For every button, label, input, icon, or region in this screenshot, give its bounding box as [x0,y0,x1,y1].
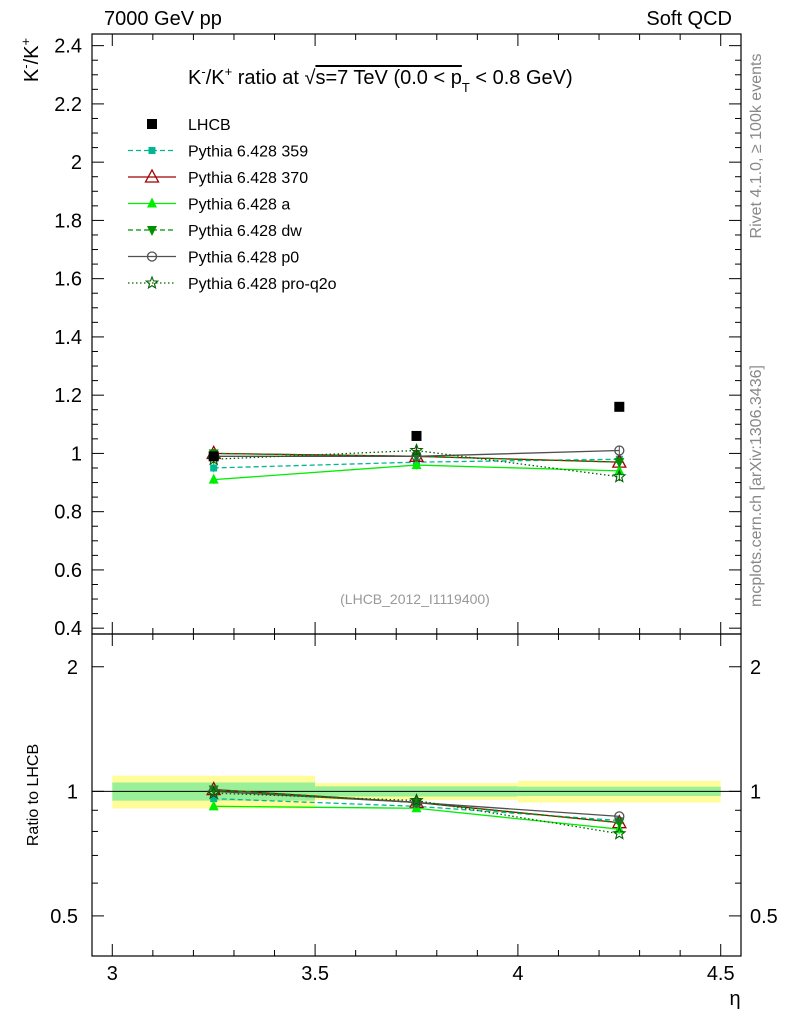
legend-marker [147,226,157,236]
x-tick-label: 4 [512,963,523,985]
legend-marker [148,147,156,154]
series-point [210,464,218,472]
ratio-y-axis-ticks [92,666,741,917]
legend-marker [147,119,157,129]
ratio-panel-frame [91,633,742,957]
x-axis-label: η [729,988,740,1010]
legend: LHCB Pythia 6.428 359 Pythia 6.428 370 Pyth… [128,117,337,293]
series-5 [206,442,627,840]
legend-label: Pythia 6.428 p0 [188,250,299,267]
legend-label: Pythia 6.428 370 [188,170,308,187]
y-tick-label: 2.2 [54,94,82,116]
chart-title: K-/K+ ratio at √s=7 TeV (0.0 < pT < 0.8 … [188,64,573,95]
y-tick-label: 2 [71,152,82,174]
legend-marker [147,197,157,208]
y-axis-label-part: + [18,38,33,46]
mcplots-label: mcplots.cern.ch [arXiv:1306.3436] [748,365,765,607]
series-0 [210,454,623,825]
ratio-y-tick-label: 2 [67,657,78,679]
series-point [411,459,422,470]
y-tick-label: 2.4 [54,36,82,58]
series-point [409,442,424,457]
data-series [208,401,625,462]
legend-marker [146,251,158,262]
ratio-y-axis-label: Ratio to LHCB [25,744,42,846]
legend-label: Pythia 6.428 359 [188,144,308,161]
y-tick-label: 0.8 [54,502,82,524]
data-point [208,451,219,462]
series-point [614,445,625,456]
data-point [411,430,422,441]
legend-label: LHCB [188,117,231,134]
ratio-y-tick-label-right: 0.5 [750,906,778,928]
x-tick-label: 4.5 [707,963,735,985]
series-ratio-point [208,800,219,811]
y-tick-label: 1.2 [54,385,82,407]
y-axis-label-part: /K [21,45,43,65]
ratio-y-tick-label: 0.5 [50,906,78,928]
x-tick-label: 3.5 [301,963,329,985]
chart-title-part: < 0.8 GeV) [470,67,573,89]
legend-marker [144,275,160,290]
y-axis-ticks [92,45,741,629]
y-tick-label: 1 [71,443,82,465]
series-ratio-point [614,811,625,822]
chart-title-part: ratio at [232,67,304,89]
header-left-label: 7000 GeV pp [104,8,222,30]
y-tick-label: 1.4 [54,327,82,349]
legend-marker [144,168,160,183]
legend-label: Pythia 6.428 pro-q2o [188,276,337,293]
series-point [614,458,625,469]
y-tick-label: 0.4 [54,618,82,640]
series-ratio-point [612,826,627,840]
series-1 [206,445,627,829]
y-axis-label-part: - [18,64,33,68]
chart-title-part: s=7 TeV (0.0 < p [315,67,461,89]
rivet-label: Rivet 4.1.0, ≥ 100k events [748,54,765,239]
x-axis-ticks [111,34,722,956]
analysis-label: (LHCB_2012_I1119400) [340,591,490,607]
series-ratio-point [411,797,422,808]
header-right-label: Soft QCD [646,8,732,30]
series-ratio-point [614,818,625,829]
sqrt-sign: √ [304,67,315,89]
series-point [208,473,219,484]
y-tick-label: 1.6 [54,269,82,291]
chart-title-part: T [462,80,470,95]
series-3 [208,449,625,829]
ratio-y-tick-label-right: 1 [750,781,761,803]
chart-title-part: K [188,67,202,89]
chart-title-part: + [225,64,233,79]
x-tick-label: 3 [107,963,118,985]
y-axis-label-part: K [21,68,43,82]
ratio-y-tick-label: 1 [67,781,78,803]
legend-label: Pythia 6.428 a [188,197,290,214]
chart-title-part: /K [206,67,226,89]
legend-label: Pythia 6.428 dw [188,223,302,240]
y-axis-label: K-/K+ [18,38,43,82]
data-point [614,401,625,412]
chart-title-part: - [201,64,205,79]
series-ratio-point [210,795,218,803]
series-ratio-point [409,793,424,807]
y-tick-label: 1.8 [54,210,82,232]
series-point [612,469,627,483]
y-tick-label: 0.6 [54,560,82,582]
series-ratio-line [213,790,620,818]
ratio-y-tick-label-right: 2 [750,657,761,679]
series-ratio-point [206,785,221,800]
